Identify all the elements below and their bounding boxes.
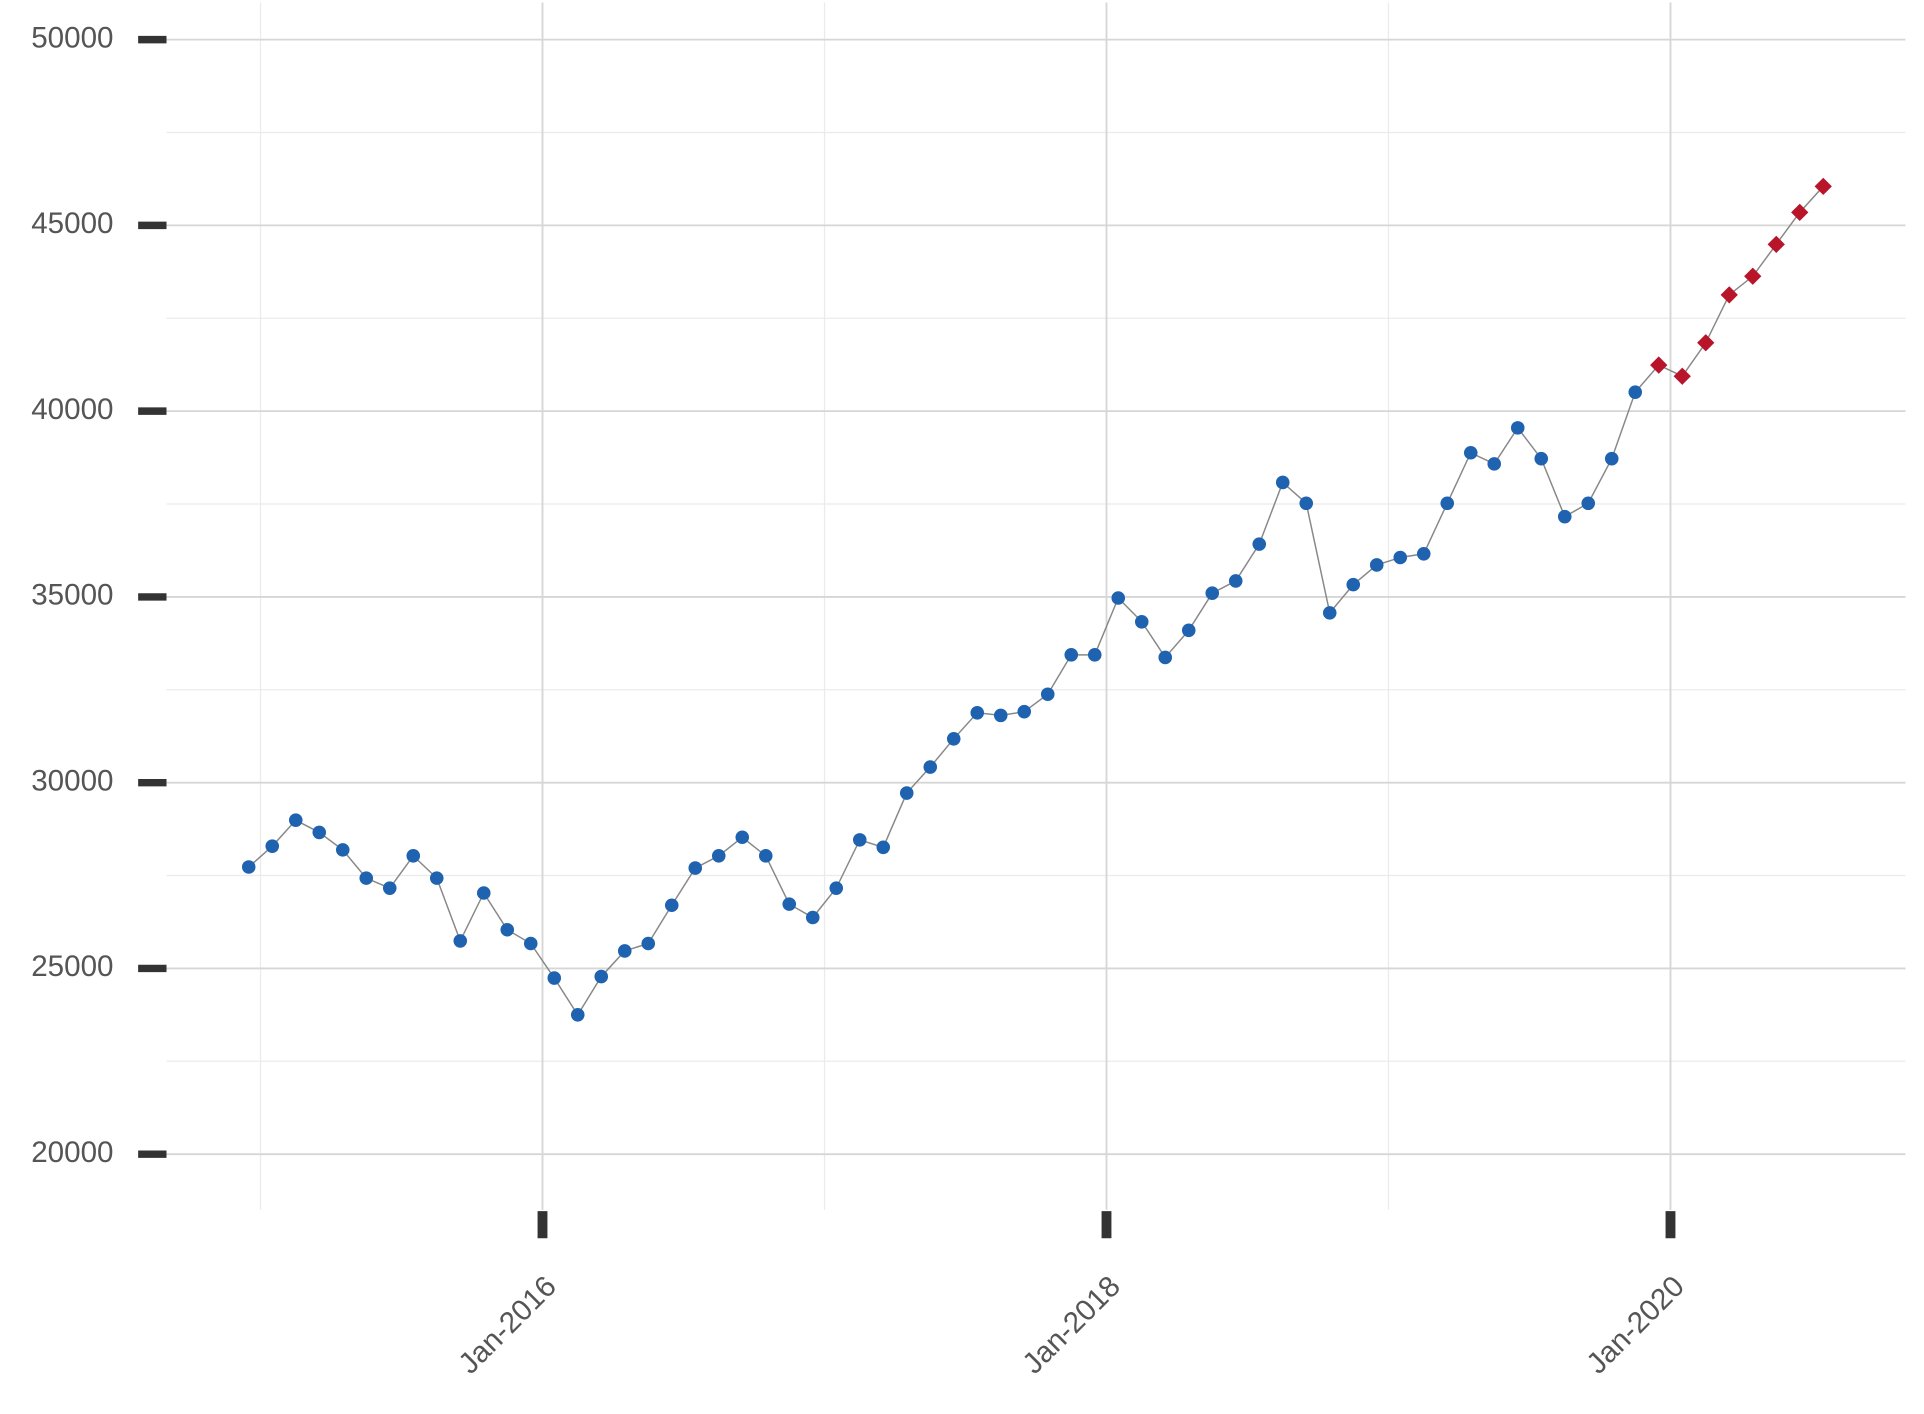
point [288, 813, 303, 827]
point [1393, 550, 1408, 565]
point [1650, 356, 1668, 374]
point [1205, 586, 1220, 600]
point [335, 843, 350, 857]
point [688, 861, 703, 875]
point [1720, 286, 1738, 304]
point [1181, 623, 1196, 638]
point [899, 786, 914, 800]
y-tick-label: 45000 [31, 207, 113, 240]
point [1322, 606, 1337, 620]
point [359, 871, 374, 885]
point [382, 881, 397, 895]
point [852, 833, 867, 847]
point [453, 934, 468, 948]
y-tick-label: 30000 [31, 764, 113, 797]
point [1534, 451, 1549, 466]
point [758, 849, 773, 863]
point [805, 910, 820, 925]
point [1440, 496, 1455, 511]
point [1252, 537, 1267, 551]
point [1791, 203, 1809, 222]
point [735, 830, 750, 845]
y-tick-label: 25000 [31, 950, 113, 983]
point [970, 706, 985, 720]
point [641, 936, 656, 951]
point [1557, 509, 1572, 524]
point [312, 825, 327, 840]
point [1581, 496, 1596, 511]
point [1087, 648, 1102, 662]
point [1228, 574, 1243, 588]
point [1673, 367, 1691, 385]
point [1158, 650, 1173, 665]
point [1111, 591, 1126, 605]
point [241, 860, 256, 874]
point [664, 898, 679, 913]
point [876, 840, 891, 855]
point [547, 971, 562, 985]
y-tick-label: 35000 [31, 579, 113, 612]
point [476, 886, 491, 900]
point [429, 871, 444, 885]
point [829, 881, 844, 895]
point [1604, 451, 1619, 466]
point [1510, 421, 1525, 435]
point [1134, 614, 1149, 629]
point [1463, 445, 1478, 460]
point [946, 732, 961, 746]
y-tick-label: 50000 [31, 21, 113, 54]
y-tick-label: 20000 [31, 1136, 113, 1169]
point [993, 708, 1008, 723]
point [1628, 385, 1643, 399]
point [523, 936, 538, 951]
point [265, 839, 280, 853]
point [1275, 475, 1290, 490]
point [1487, 457, 1502, 471]
point [1697, 334, 1715, 352]
point [406, 849, 421, 863]
point [617, 944, 632, 958]
point [1767, 235, 1785, 253]
y-tick-label: 40000 [31, 393, 113, 426]
x-tick-label: Jan-2016 [452, 1270, 563, 1381]
x-tick-label: Jan-2018 [1016, 1270, 1127, 1381]
point [1814, 177, 1832, 195]
x-tick-label: Jan-2020 [1580, 1270, 1691, 1381]
point [594, 969, 609, 984]
point [1744, 267, 1762, 285]
point [782, 897, 797, 911]
point [500, 922, 515, 937]
point [570, 1008, 585, 1022]
point [1369, 558, 1384, 572]
point [1416, 547, 1431, 561]
point [1299, 496, 1314, 511]
point [1346, 577, 1361, 592]
point [1064, 648, 1079, 662]
point [923, 760, 938, 774]
point [711, 849, 726, 863]
point [1017, 704, 1032, 719]
point [1040, 687, 1055, 702]
